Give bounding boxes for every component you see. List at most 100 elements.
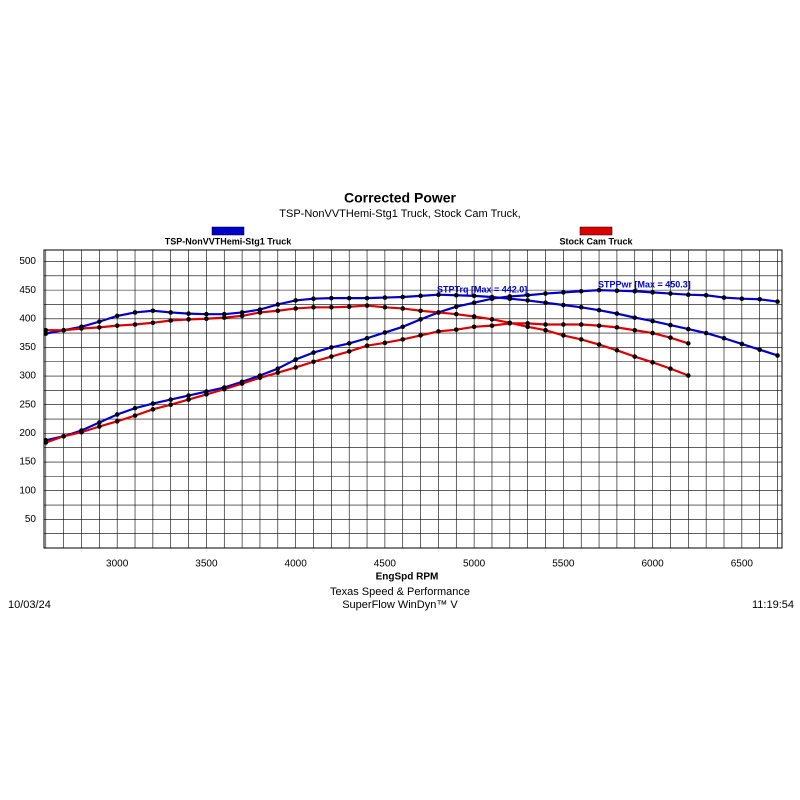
data-point bbox=[596, 342, 602, 347]
data-point bbox=[739, 341, 745, 347]
y-tick-label: 250 bbox=[19, 399, 36, 410]
x-axis-label: EngSpd RPM bbox=[376, 572, 439, 583]
data-point bbox=[453, 327, 459, 332]
data-point bbox=[382, 330, 388, 335]
data-point bbox=[436, 310, 441, 315]
data-point bbox=[150, 308, 156, 314]
data-point bbox=[596, 323, 602, 328]
data-point bbox=[453, 292, 459, 298]
data-point bbox=[471, 293, 477, 299]
data-point bbox=[721, 295, 727, 300]
x-tick-label: 6500 bbox=[731, 559, 754, 570]
chart-title: Corrected Power bbox=[344, 190, 457, 206]
data-point bbox=[61, 327, 66, 333]
data-point bbox=[311, 359, 316, 365]
data-point bbox=[311, 305, 316, 310]
data-point bbox=[168, 318, 174, 323]
data-point bbox=[685, 373, 691, 378]
data-point bbox=[668, 322, 673, 328]
data-point bbox=[525, 292, 530, 298]
data-point bbox=[507, 321, 513, 326]
data-point bbox=[150, 320, 156, 326]
data-point bbox=[757, 347, 762, 353]
data-point bbox=[400, 306, 406, 311]
data-point bbox=[257, 375, 263, 381]
data-point bbox=[632, 315, 638, 320]
data-point bbox=[400, 294, 406, 300]
legend-swatch bbox=[211, 226, 245, 236]
data-point bbox=[364, 335, 370, 341]
data-point bbox=[204, 392, 209, 397]
x-tick-label: 4000 bbox=[285, 559, 308, 570]
footer-time: 11:19:54 bbox=[752, 599, 794, 611]
data-point bbox=[97, 319, 102, 324]
data-point bbox=[471, 300, 477, 306]
chart-subtitle: TSP-NonVVTHemi-Stg1 Truck, Stock Cam Tru… bbox=[279, 208, 520, 220]
annotation: STPPwr [Max = 450.3] bbox=[598, 279, 691, 289]
data-point bbox=[43, 331, 49, 336]
data-point bbox=[632, 288, 638, 294]
data-point bbox=[221, 386, 227, 392]
data-point bbox=[132, 413, 138, 418]
data-point bbox=[114, 313, 120, 319]
data-point bbox=[543, 322, 548, 327]
data-point bbox=[453, 311, 459, 317]
data-point bbox=[685, 326, 691, 332]
data-point bbox=[79, 326, 84, 331]
legend-swatch bbox=[579, 226, 613, 236]
data-point bbox=[578, 322, 584, 327]
data-point bbox=[364, 343, 370, 349]
data-point bbox=[489, 317, 495, 322]
plot-area bbox=[43, 249, 783, 549]
data-point bbox=[43, 440, 49, 445]
data-point bbox=[471, 314, 477, 319]
data-point bbox=[311, 296, 316, 302]
data-point bbox=[739, 296, 745, 302]
data-point bbox=[204, 316, 209, 322]
data-point bbox=[703, 292, 709, 298]
data-point bbox=[293, 365, 298, 370]
data-point bbox=[293, 357, 298, 362]
legend-label: TSP-NonVVTHemi-Stg1 Truck bbox=[165, 236, 293, 246]
data-point bbox=[685, 292, 691, 298]
data-point bbox=[685, 341, 691, 346]
data-point bbox=[561, 302, 566, 308]
y-tick-label: 350 bbox=[19, 342, 36, 353]
data-point bbox=[97, 325, 102, 330]
data-point bbox=[346, 295, 352, 301]
data-point bbox=[275, 302, 281, 307]
data-point bbox=[525, 324, 530, 330]
data-point bbox=[239, 313, 245, 319]
data-point bbox=[329, 354, 334, 359]
data-point bbox=[257, 310, 263, 315]
data-point bbox=[221, 315, 227, 320]
data-point bbox=[543, 300, 548, 306]
x-tick-label: 3500 bbox=[195, 559, 218, 570]
data-point bbox=[525, 298, 530, 303]
data-point bbox=[382, 340, 388, 346]
data-point bbox=[346, 349, 352, 354]
data-point bbox=[596, 287, 602, 293]
data-point bbox=[650, 318, 655, 324]
data-point bbox=[329, 345, 334, 350]
data-point bbox=[400, 337, 406, 342]
data-point bbox=[578, 288, 584, 294]
data-point bbox=[114, 412, 120, 417]
data-point bbox=[293, 298, 298, 303]
data-point bbox=[507, 294, 513, 299]
data-point bbox=[543, 327, 548, 333]
data-point bbox=[525, 321, 530, 326]
data-point bbox=[132, 322, 138, 327]
data-point bbox=[489, 296, 495, 302]
data-point bbox=[578, 337, 584, 342]
data-point bbox=[239, 381, 245, 386]
data-point bbox=[382, 295, 388, 300]
data-point bbox=[150, 401, 156, 406]
data-point bbox=[757, 296, 762, 302]
data-point bbox=[168, 310, 174, 315]
data-point bbox=[775, 299, 780, 304]
data-point bbox=[132, 310, 138, 315]
data-point bbox=[721, 335, 727, 341]
data-point bbox=[775, 353, 780, 358]
data-point bbox=[650, 330, 655, 336]
